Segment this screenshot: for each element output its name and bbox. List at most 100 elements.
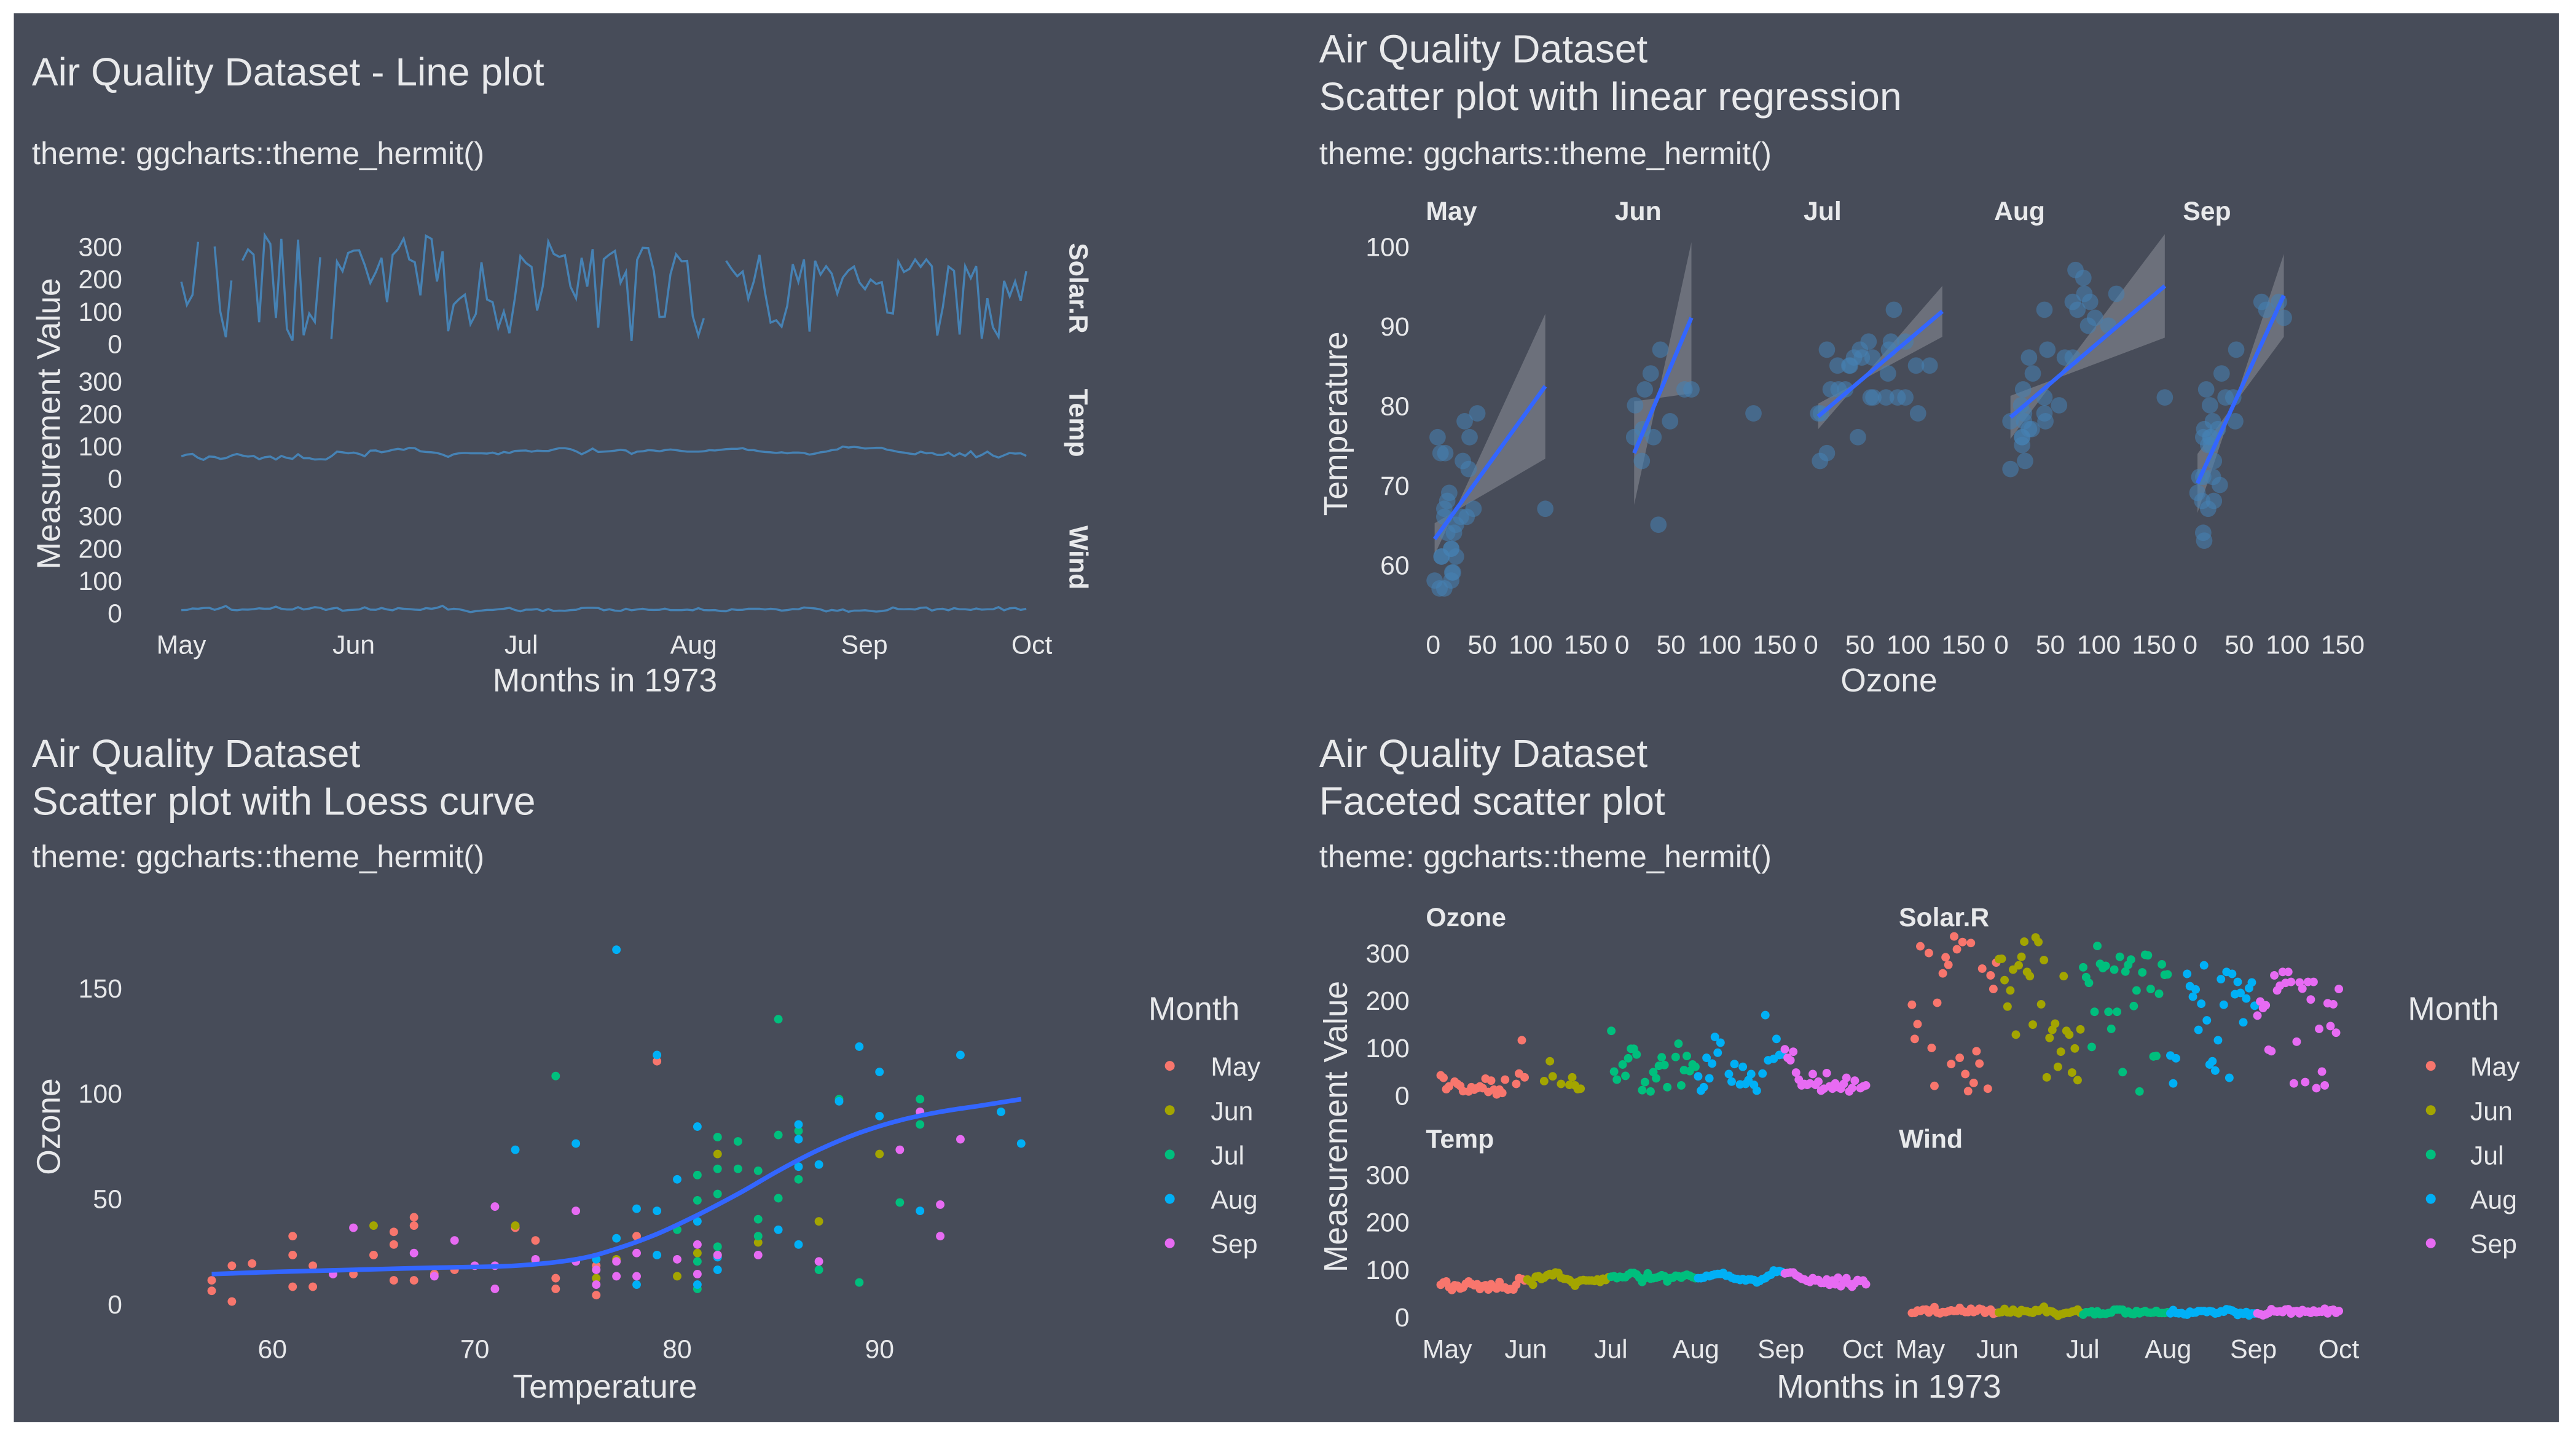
reg-point: [2217, 389, 2234, 406]
line-series-solarr: [330, 234, 705, 341]
facet-xtick: Jul: [2066, 1335, 2100, 1364]
loess-point-jun: [693, 1248, 702, 1258]
loess-smooth-curve: [211, 1096, 1022, 1277]
reg-xtick: 150: [2132, 630, 2175, 659]
loess-legend-key-sep: [1164, 1238, 1175, 1248]
reg-point: [1850, 428, 1866, 446]
line-ytick: 300: [79, 502, 122, 532]
facet-subtitle: Faceted scatter plot: [1319, 779, 1665, 823]
line-subtitle: theme: ggcharts::theme_hermit(): [32, 136, 484, 171]
facet-point-ozone: [1638, 1085, 1647, 1095]
facet-point-solarr: [2132, 986, 2141, 995]
facet-point-solarr: [2051, 1019, 2060, 1028]
facet-caption: theme: ggcharts::theme_hermit(): [1319, 839, 1772, 874]
loess-point-sep: [673, 1254, 681, 1264]
loess-point-jul: [733, 1164, 742, 1173]
loess-point-jul: [551, 1071, 560, 1081]
loess-point-may: [389, 1276, 398, 1285]
reg-xtick: 150: [1564, 630, 1608, 659]
reg-point: [2227, 413, 2244, 430]
reg-point: [2002, 413, 2019, 430]
line-ytick: 0: [108, 329, 122, 359]
loess-point-sep: [592, 1280, 601, 1289]
loess-point-jul: [916, 1120, 925, 1129]
reg-xtick: 100: [1698, 630, 1742, 659]
facet-xtick: May: [1423, 1335, 1472, 1364]
line-xticks: May Jun Jul Aug Sep Oct: [157, 630, 1053, 659]
facet-point-solarr: [2306, 995, 2315, 1004]
facet-point-solarr: [2183, 969, 2192, 978]
loess-point-may: [653, 1057, 662, 1066]
facet-point-ozone: [1568, 1073, 1577, 1082]
loess-legend-label: Jun: [1211, 1096, 1253, 1126]
reg-xtick: 50: [1657, 630, 1686, 659]
line-xlabel: Months in 1973: [493, 663, 717, 699]
loess-point-jul: [713, 1164, 722, 1173]
facet-point-solarr: [2067, 1068, 2076, 1077]
facet-legend-label: Sep: [2470, 1230, 2517, 1259]
line-ylabel: Measurement Value: [31, 278, 67, 569]
loess-point-jun: [592, 1274, 601, 1283]
loess-point-jul: [794, 1175, 803, 1184]
loess-legend-key-jul: [1164, 1149, 1175, 1160]
loess-point-jul: [774, 1130, 783, 1140]
facet-point-solarr: [2087, 1042, 2096, 1052]
facet-legend-label: Jun: [2470, 1096, 2513, 1126]
facet-point-ozone: [1618, 1060, 1627, 1069]
facet-point-solarr: [2003, 1002, 2012, 1011]
reg-point: [1537, 500, 1554, 518]
facet-point-ozone: [1710, 1033, 1719, 1042]
reg-point: [1829, 357, 1846, 374]
loess-legend-key-aug: [1164, 1194, 1175, 1204]
line-xtick: Sep: [841, 630, 888, 659]
loess-point-aug: [653, 1250, 662, 1259]
facet-point-ozone: [1850, 1076, 1859, 1085]
facet-point-ozone: [1674, 1039, 1683, 1049]
facet-point-solarr: [2093, 942, 2102, 951]
facet-point-ozone: [1663, 1082, 1672, 1092]
reg-point: [2039, 341, 2056, 358]
loess-point-may: [227, 1297, 237, 1306]
facet-point-solarr: [2172, 1053, 2180, 1063]
facet-legend-title: Month: [2408, 991, 2499, 1027]
reg-xtick: 50: [2036, 630, 2065, 659]
reg-confidence-band: [2197, 254, 2284, 513]
loess-point-may: [207, 1276, 216, 1285]
reg-point: [2228, 341, 2245, 358]
facet-point-solarr: [2028, 1020, 2037, 1030]
loess-legend: Month May Jun Jul Aug Sep: [1149, 991, 1261, 1259]
loess-point-may: [551, 1285, 560, 1293]
line-series-temp: [181, 445, 1027, 462]
facet-point-solarr: [1907, 1000, 1917, 1009]
facet-point-ozone: [1545, 1057, 1555, 1066]
facet-point-solarr: [1963, 1087, 1973, 1096]
loess-point-sep: [956, 1135, 965, 1144]
facet-point-solarr: [2107, 1025, 2116, 1033]
reg-point: [2108, 285, 2125, 302]
facet-point-solarr: [2053, 1062, 2062, 1071]
facet-point-solarr: [2113, 1007, 2122, 1017]
loess-point-may: [227, 1261, 237, 1270]
loess-point-sep: [693, 1269, 702, 1278]
facet-point-ozone: [1657, 1053, 1667, 1062]
line-ytick: 200: [79, 265, 122, 294]
facet-point-solarr: [1966, 939, 1976, 948]
facet-point-solarr: [2006, 986, 2015, 995]
facet-point-solarr: [2312, 1084, 2321, 1093]
facet-point-ozone: [1520, 1073, 1529, 1082]
facet-point-solarr: [2270, 970, 2279, 980]
facet-point-solarr: [2334, 985, 2344, 994]
reg-xtick: 0: [1994, 630, 2009, 659]
reg-point: [1645, 428, 1662, 446]
loess-point-sep: [693, 1240, 702, 1249]
reg-xtick: 0: [1426, 630, 1440, 659]
reg-confidence-band: [1434, 313, 1545, 555]
reg-point: [2201, 397, 2218, 414]
facet-point-solarr: [2298, 984, 2307, 993]
loess-point-jul: [895, 1198, 905, 1207]
reg-point: [2276, 309, 2292, 326]
facet-point-ozone: [1621, 1071, 1630, 1081]
loess-point-may: [389, 1227, 398, 1237]
loess-point-aug: [794, 1240, 803, 1249]
